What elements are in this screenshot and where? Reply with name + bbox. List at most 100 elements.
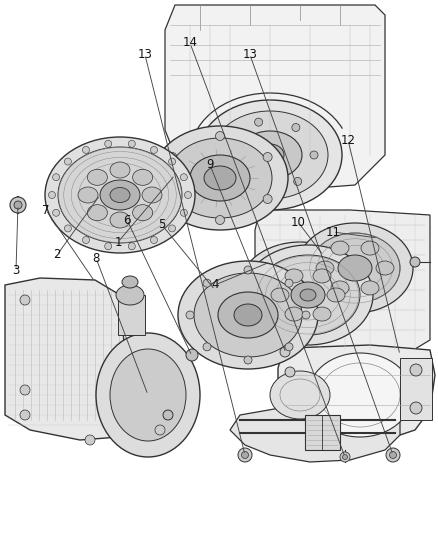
Text: 3: 3 [12,263,20,277]
Circle shape [20,385,30,395]
Polygon shape [255,210,430,360]
Circle shape [410,402,422,414]
Circle shape [186,311,194,319]
Text: 13: 13 [138,49,152,61]
Circle shape [294,177,302,185]
Ellipse shape [234,304,262,326]
Circle shape [215,215,225,224]
Circle shape [53,174,60,181]
Ellipse shape [198,100,342,210]
Text: 8: 8 [92,252,100,264]
Ellipse shape [96,333,200,457]
Circle shape [277,311,285,319]
Ellipse shape [271,288,289,302]
Ellipse shape [316,261,334,275]
Circle shape [180,174,187,181]
Circle shape [315,261,323,269]
Circle shape [258,286,266,294]
Ellipse shape [313,307,331,321]
Circle shape [389,451,396,458]
Text: 11: 11 [325,225,340,238]
Ellipse shape [297,223,413,313]
Circle shape [263,152,272,161]
Polygon shape [5,278,175,440]
Ellipse shape [331,241,349,255]
Ellipse shape [45,137,195,253]
Circle shape [85,435,95,445]
Circle shape [410,364,422,376]
Ellipse shape [310,233,400,303]
Circle shape [20,410,30,420]
Text: 6: 6 [123,214,131,227]
Circle shape [151,237,158,244]
Ellipse shape [110,162,130,178]
Circle shape [64,158,71,165]
Ellipse shape [327,288,345,302]
Circle shape [168,195,177,204]
Circle shape [105,243,112,249]
Ellipse shape [361,241,379,255]
Ellipse shape [252,253,348,327]
Polygon shape [305,415,340,450]
Ellipse shape [274,270,326,310]
Circle shape [244,356,252,364]
Circle shape [163,410,173,420]
Text: 5: 5 [158,219,166,231]
Ellipse shape [87,169,107,185]
Circle shape [20,295,30,305]
Ellipse shape [291,282,325,308]
Ellipse shape [256,144,284,166]
Ellipse shape [238,131,302,179]
Polygon shape [118,295,145,335]
Ellipse shape [168,138,272,218]
Text: 9: 9 [206,158,214,172]
Ellipse shape [87,205,107,221]
Circle shape [280,347,290,357]
Ellipse shape [218,292,278,338]
Circle shape [184,191,191,198]
Text: 13: 13 [243,49,258,61]
Ellipse shape [190,155,250,201]
Ellipse shape [122,276,138,288]
Ellipse shape [116,285,144,305]
Ellipse shape [110,212,130,228]
Circle shape [155,425,165,435]
Circle shape [340,452,350,462]
Circle shape [292,124,300,132]
Ellipse shape [142,187,162,203]
Circle shape [168,152,177,161]
Ellipse shape [194,273,302,357]
Ellipse shape [78,187,98,203]
Circle shape [128,140,135,147]
Circle shape [241,451,248,458]
Circle shape [14,201,22,209]
Circle shape [244,266,252,274]
Circle shape [227,166,235,174]
Ellipse shape [243,245,373,345]
Circle shape [285,279,293,287]
Circle shape [310,151,318,159]
Circle shape [410,257,420,267]
Circle shape [169,158,176,165]
Circle shape [10,197,26,213]
Ellipse shape [361,281,379,295]
Ellipse shape [308,353,412,437]
Circle shape [105,140,112,147]
Circle shape [285,343,293,351]
Polygon shape [165,5,385,190]
Circle shape [82,147,89,154]
Ellipse shape [288,281,312,299]
Ellipse shape [212,111,328,199]
Ellipse shape [285,269,303,283]
Circle shape [180,209,187,216]
Circle shape [302,311,310,319]
Circle shape [49,191,56,198]
Ellipse shape [110,349,186,441]
Circle shape [203,343,211,351]
Polygon shape [278,345,435,445]
Circle shape [64,225,71,232]
Text: 10: 10 [290,215,305,229]
Circle shape [315,311,323,319]
Ellipse shape [204,166,236,190]
Circle shape [151,147,158,154]
